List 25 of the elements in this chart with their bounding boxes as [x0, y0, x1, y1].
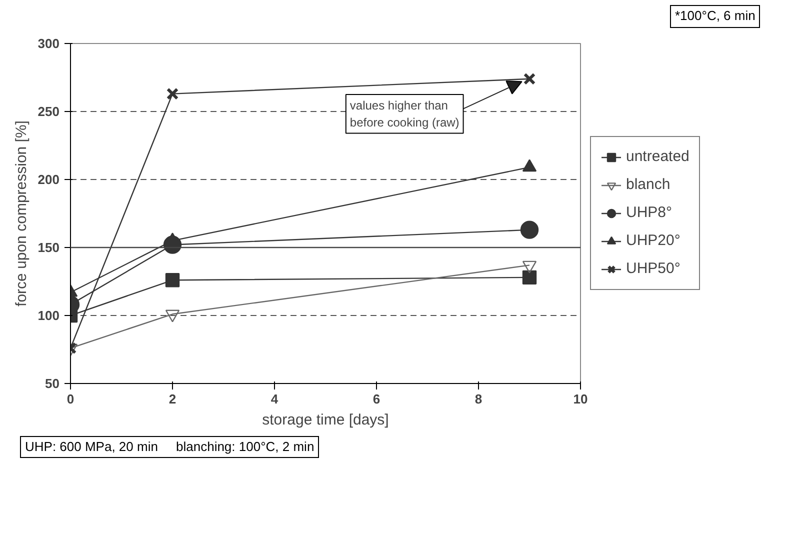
x-tick-label: 10 — [573, 391, 588, 406]
y-axis-title: force upon compression [%] — [12, 120, 30, 306]
annotation: values higher than before cooking (raw) — [350, 98, 460, 129]
legend-label: blanch — [626, 176, 670, 194]
x-tick-label: 4 — [270, 391, 279, 406]
y-tick-label: 200 — [38, 172, 60, 187]
x-tick-label: 2 — [168, 391, 176, 406]
y-tick-label: 250 — [38, 104, 60, 119]
text: *100°C, 6 min — [675, 7, 756, 25]
x-tick-label: 8 — [474, 391, 482, 406]
y-tick-label: 300 — [38, 36, 60, 51]
point — [522, 270, 537, 284]
text: UHP: 600 MPa, 20 min blanching: 100°C, 2 min — [25, 438, 314, 456]
legend-label: untreated — [626, 148, 690, 166]
y-tick-label: 150 — [38, 240, 60, 255]
point — [520, 220, 539, 238]
y-tick-label: 50 — [45, 376, 60, 391]
x-tick-label: 6 — [372, 391, 380, 406]
x-axis-title: storage time [days] — [262, 411, 389, 428]
y-tick-label: 100 — [38, 308, 60, 323]
x-tick-label: 0 — [66, 391, 74, 406]
point — [523, 72, 536, 85]
legend-label: UHP20° — [626, 232, 680, 250]
legend-label: UHP8° — [626, 204, 672, 222]
legend-label: UHP50° — [626, 260, 680, 278]
